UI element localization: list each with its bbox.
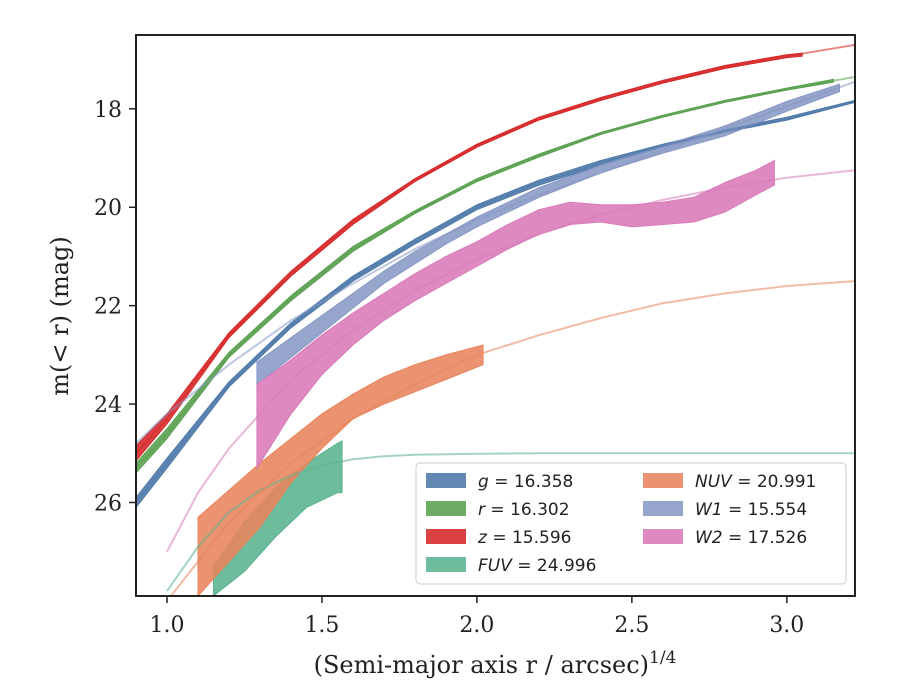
y-tick-label: 22: [94, 295, 122, 320]
legend-swatch-nuv: [643, 473, 683, 488]
x-tick-label: 1.0: [149, 613, 184, 638]
y-tick-label: 18: [94, 98, 122, 123]
legend-label-fuv: FUV = 24.996: [478, 556, 596, 576]
band-layer: [136, 52, 855, 596]
series-r-model-line: [136, 75, 855, 469]
y-tick-label: 24: [94, 393, 122, 418]
y-axis-title: m(< r) (mag): [46, 236, 74, 395]
x-tick-label: 3.0: [769, 613, 804, 638]
x-tick-label: 2.5: [614, 613, 649, 638]
legend-swatch-r: [426, 501, 466, 516]
legend-label-nuv: NUV = 20.991: [695, 472, 816, 492]
x-axis-title: (Semi-major axis r / arcsec)1/4: [314, 648, 677, 679]
legend-label-w2: W2 = 17.526: [695, 528, 807, 548]
x-axis: 1.0 1.5 2.0 2.5 3.0: [149, 596, 804, 638]
legend-label-g: g = 16.358: [478, 472, 573, 492]
series-w2-band: [256, 159, 775, 470]
legend-swatch-w1: [643, 501, 683, 516]
legend-label-r: r = 16.302: [478, 500, 570, 520]
series-w1-band: [256, 83, 840, 386]
legend-swatch-g: [426, 473, 466, 488]
legend-label-z: z = 15.596: [477, 528, 571, 548]
series-w2-model-line: [166, 169, 855, 553]
series-nuv-model-line: [169, 280, 855, 596]
legend-swatch-w2: [643, 529, 683, 544]
model-line-layer: [136, 43, 855, 596]
plot-frame: [135, 34, 856, 597]
series-nuv-band: [197, 344, 484, 596]
series-g-model-line: [136, 100, 855, 504]
x-tick-label: 2.0: [459, 613, 494, 638]
legend: g = 16.358 r = 16.302 z = 15.596 FUV = 24.9…: [415, 462, 847, 585]
series-z-model-line: [136, 43, 855, 454]
y-axis: 18 20 22 24 26: [94, 98, 136, 517]
y-tick-label: 26: [94, 492, 122, 517]
series-r-band: [136, 78, 834, 474]
series-z-band: [136, 52, 803, 462]
legend-swatch-z: [426, 529, 466, 544]
series-w1-model-line: [136, 80, 855, 445]
series-fuv-model-line: [166, 452, 855, 592]
legend-swatch-fuv: [426, 557, 466, 572]
legend-label-w1: W1 = 15.554: [695, 500, 807, 520]
legend-box: [415, 462, 847, 585]
series-g-band: [136, 99, 855, 509]
x-tick-label: 1.5: [304, 613, 339, 638]
y-tick-label: 20: [94, 196, 122, 221]
